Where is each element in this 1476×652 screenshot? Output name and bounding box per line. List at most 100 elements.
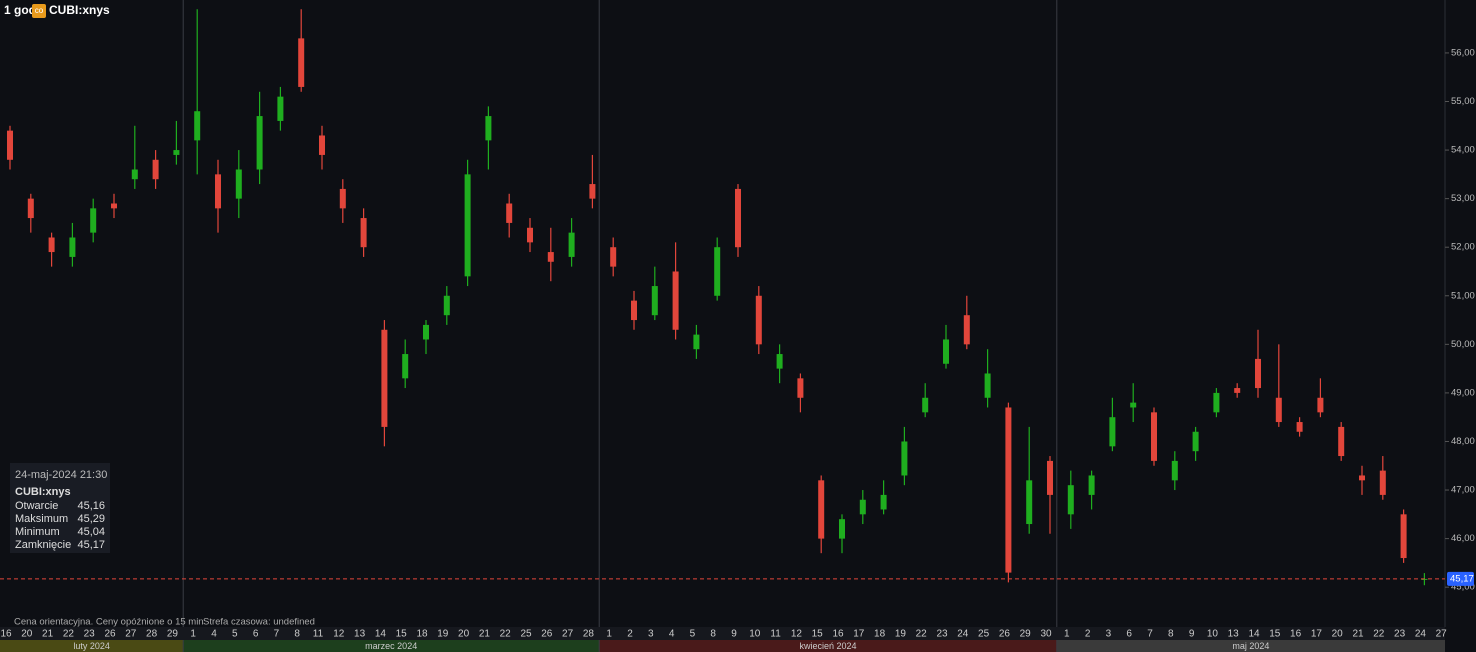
x-tick-label: 21 (479, 629, 491, 640)
x-tick-label: 30 (1040, 629, 1052, 640)
x-tick-label: 5 (232, 629, 238, 640)
x-tick-label: 22 (500, 629, 512, 640)
candle-body (631, 300, 637, 321)
x-tick-label: 3 (648, 629, 654, 640)
last-price-tag (1447, 571, 1474, 586)
x-tick-label: 11 (770, 629, 781, 640)
candle-body (755, 295, 762, 345)
candle-body (735, 188, 741, 248)
tooltip-box (10, 463, 110, 553)
candle-body (1275, 397, 1282, 423)
x-tick-label: 22 (916, 629, 928, 640)
x-tick-label: 18 (416, 629, 428, 640)
candle-body (943, 339, 949, 364)
candle-body (1088, 475, 1095, 495)
x-tick-label: 6 (253, 629, 259, 640)
candle-body (506, 203, 513, 223)
candle-body (152, 159, 159, 180)
candle-body (818, 480, 825, 539)
tooltip-value: 45,16 (77, 500, 105, 512)
x-tick-label: 26 (999, 629, 1011, 640)
x-tick-label: 26 (104, 629, 116, 640)
candle-body (27, 198, 34, 219)
candle-body (7, 130, 13, 160)
x-tick-label: 5 (690, 629, 696, 640)
candle-body (131, 169, 138, 180)
month-label: luty 2024 (73, 641, 110, 651)
candle-body (1026, 480, 1033, 525)
x-tick-label: 29 (1020, 629, 1032, 640)
y-tick-label: 55,00 (1451, 96, 1475, 107)
tooltip-label: Otwarcie (15, 500, 58, 512)
candle-body (339, 188, 346, 209)
candle-body (1317, 397, 1324, 413)
candle-body (1338, 426, 1345, 457)
tooltip-value: 45,29 (77, 513, 105, 525)
candle-body (922, 397, 929, 413)
x-tick-label: 9 (1189, 629, 1195, 640)
x-tick-label: 4 (669, 629, 675, 640)
y-tick-label: 50,00 (1451, 339, 1475, 350)
y-tick-label: 47,00 (1451, 485, 1475, 496)
candle-body (1130, 402, 1137, 408)
date-axis (0, 627, 1445, 640)
tooltip-value: 45,17 (77, 539, 105, 551)
candle-body (235, 169, 242, 199)
x-tick-label: 14 (1248, 629, 1260, 640)
x-tick-label: 17 (853, 629, 865, 640)
candle-body (1296, 422, 1303, 432)
candle-body (298, 38, 305, 87)
candle-body (1067, 485, 1074, 515)
y-tick-label: 48,00 (1451, 436, 1475, 447)
tooltip-label: Zamknięcie (15, 539, 71, 551)
x-tick-label: 3 (1106, 629, 1112, 640)
x-tick-label: 1 (190, 629, 196, 640)
x-tick-label: 2 (627, 629, 633, 640)
x-tick-label: 10 (749, 629, 761, 640)
x-tick-label: 17 (1311, 629, 1323, 640)
y-tick-label: 53,00 (1451, 193, 1475, 204)
candle-body (1234, 388, 1241, 393)
candle-body (360, 218, 367, 248)
x-tick-label: 20 (458, 629, 470, 640)
candle-body (69, 237, 76, 257)
candle-body (963, 315, 970, 345)
candle-body (547, 252, 554, 262)
x-tick-label: 16 (1290, 629, 1302, 640)
footer-timezone: Strefa czasowa: undefined (203, 617, 315, 628)
x-tick-label: 1 (606, 629, 612, 640)
candle-body (859, 499, 866, 515)
x-tick-label: 18 (874, 629, 886, 640)
x-tick-label: 8 (1168, 629, 1174, 640)
last-price-label: 45,17 (1450, 573, 1474, 584)
candle-body (589, 184, 596, 199)
x-tick-label: 7 (1147, 629, 1153, 640)
candle-body (672, 271, 679, 330)
candle-body (194, 111, 201, 141)
x-tick-label: 15 (1269, 629, 1281, 640)
candle-body (215, 174, 221, 209)
footer-note: Cena orientacyjna. Ceny opóźnione o 15 m… (14, 617, 204, 628)
x-tick-label: 21 (42, 629, 54, 640)
x-tick-label: 27 (562, 629, 574, 640)
x-tick-label: 20 (21, 629, 33, 640)
candle-body (651, 286, 658, 316)
x-tick-label: 7 (274, 629, 280, 640)
tooltip-value: 45,04 (77, 526, 105, 538)
candle-body (90, 208, 97, 233)
candle-body (402, 354, 409, 379)
x-tick-label: 4 (211, 629, 217, 640)
x-tick-label: 19 (437, 629, 449, 640)
month-label: marzec 2024 (365, 641, 417, 651)
x-tick-label: 25 (520, 629, 532, 640)
candle-body (610, 247, 617, 267)
x-tick-label: 16 (832, 629, 844, 640)
candle-body (901, 441, 908, 476)
candle-body (1192, 431, 1199, 452)
candle-body (381, 329, 388, 427)
x-tick-label: 12 (791, 629, 803, 640)
y-tick-label: 52,00 (1451, 242, 1475, 253)
x-tick-label: 15 (812, 629, 824, 640)
x-tick-label: 2 (1085, 629, 1091, 640)
